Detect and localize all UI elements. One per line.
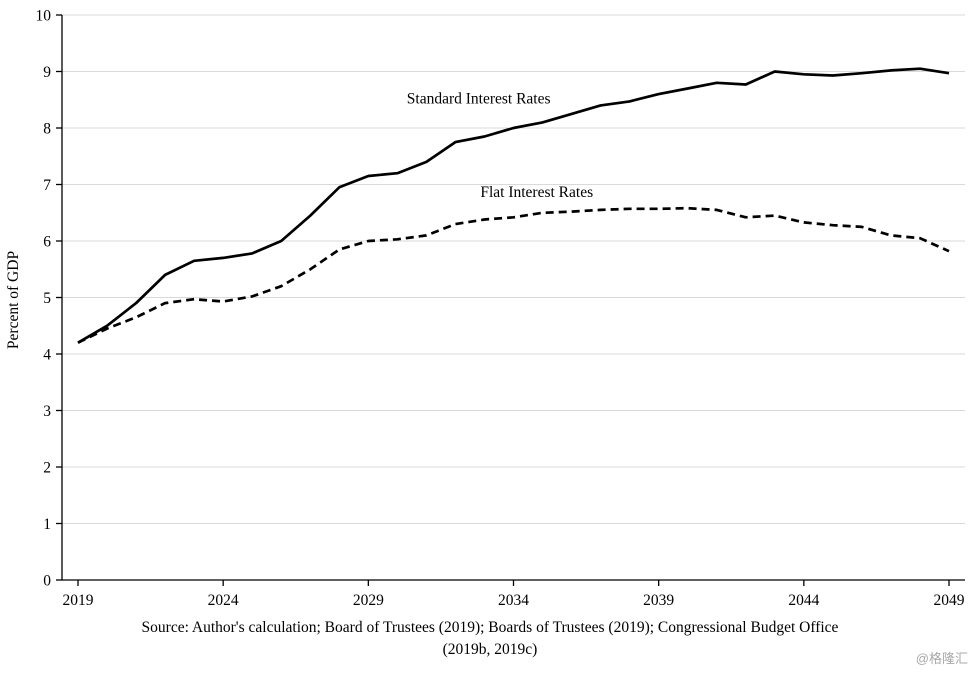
- x-tick-label: 2039: [643, 592, 674, 609]
- x-tick-label: 2024: [208, 592, 239, 609]
- y-tick-label: 0: [43, 573, 51, 590]
- y-tick-label: 2: [43, 460, 51, 477]
- y-tick-label: 9: [43, 64, 51, 81]
- series-label: Flat Interest Rates: [480, 184, 593, 201]
- x-tick-label: 2019: [63, 592, 94, 609]
- source-note-line2: (2019b, 2019c): [442, 640, 538, 658]
- gridlines: [62, 14, 965, 524]
- source-note-line1: Source: Author's calculation; Board of T…: [141, 619, 839, 636]
- y-tick-label: 1: [43, 516, 51, 533]
- series-label: Standard Interest Rates: [407, 91, 551, 108]
- y-tick-label: 4: [43, 347, 51, 364]
- y-tick-label: 7: [43, 177, 51, 194]
- y-tick-label: 8: [43, 121, 51, 138]
- y-tick-label: 5: [43, 290, 51, 307]
- y-tick-label: 10: [36, 8, 52, 25]
- x-tick-label: 2034: [498, 592, 529, 609]
- axis-ticks: 0 1 2 3 4 5 6 7 8 9 10 2019 2024 2029 2034 2039 2044 2049: [36, 8, 965, 610]
- series-line-solid: [77, 67, 950, 344]
- line-chart: Percent of GDP 0 1 2 3 4 5 6 7 8 9 10 2019 2024 2029 2…: [5, 8, 965, 610]
- x-tick-label: 2029: [353, 592, 384, 609]
- series-line-dashed: [77, 206, 950, 344]
- x-tick-label: 2044: [788, 592, 819, 609]
- source-note: Source: Author's calculation; Board of T…: [0, 617, 980, 660]
- y-tick-label: 3: [43, 403, 51, 420]
- x-tick-label: 2049: [934, 592, 965, 609]
- y-tick-label: 6: [43, 234, 51, 251]
- y-axis-title: Percent of GDP: [5, 251, 22, 349]
- watermark: @格隆汇: [915, 651, 968, 666]
